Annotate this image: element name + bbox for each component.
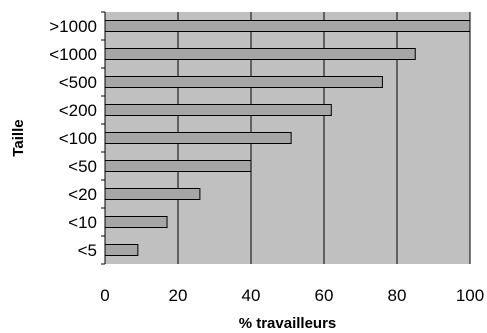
y-axis-title: Taille [10,119,27,156]
bar [104,20,471,32]
y-axis-ticks [101,11,105,265]
y-tick-label: <10 [68,213,97,232]
bar [104,188,201,200]
y-axis-tick-labels: >1000 <1000 <500 <200 <100 <50 <20 <10 <5 [49,17,97,260]
x-axis-title: % travailleurs [239,315,337,332]
bar [104,244,139,256]
x-tick-label: 100 [456,286,484,305]
y-tick-label: >1000 [49,17,97,36]
y-tick-label: <20 [68,185,97,204]
x-tick-label: 80 [388,286,407,305]
x-tick-label: 40 [242,286,261,305]
y-tick-label: <200 [59,101,97,120]
bar [104,48,416,60]
y-tick-label: <1000 [49,45,97,64]
bar [104,104,332,116]
bars [104,20,471,256]
y-tick-label: <50 [68,157,97,176]
bar [104,160,252,172]
bar [104,132,292,144]
x-tick-label: 20 [169,286,188,305]
y-tick-label: <100 [59,129,97,148]
y-tick-label: <500 [59,73,97,92]
x-tick-label: 60 [315,286,334,305]
bar [104,76,383,88]
x-tick-label: 0 [100,286,109,305]
bar [104,216,168,228]
y-tick-label: <5 [78,241,97,260]
x-axis-tick-labels: 0 20 40 60 80 100 [100,286,484,305]
